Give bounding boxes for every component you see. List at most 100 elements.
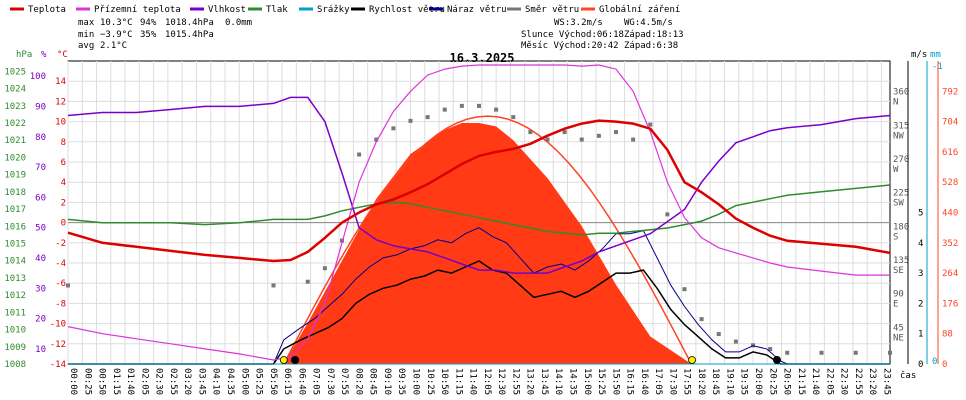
x-tick-label: 01:15	[111, 368, 121, 395]
hpa-tick-label: 1018	[4, 188, 26, 198]
wind-direction-point	[853, 350, 858, 355]
legend: Teplota Přízemní teplota Vlhkost Tlak Srážky…	[10, 5, 680, 15]
wind-direction-point	[511, 115, 516, 120]
legend-label-6: Náraz větru	[447, 5, 507, 15]
stat-min-hum: 35%	[140, 30, 157, 40]
temp-tick-label: -8	[55, 299, 66, 309]
hpa-tick-label: 1014	[4, 257, 26, 267]
rad-tick-label: 528	[942, 178, 958, 188]
info-wg: WG:4.5m/s	[624, 18, 673, 28]
hpa-tick-label: 1024	[4, 85, 26, 95]
pct-tick-label: 30	[35, 284, 46, 294]
wind-tick-label: 5	[918, 209, 923, 219]
rad-tick-label: 616	[942, 148, 958, 158]
hpa-tick-label: 1013	[4, 274, 26, 284]
hpa-tick-label: 1019	[4, 171, 26, 181]
legend-label-4: Srážky	[317, 5, 350, 15]
x-tick-label: 15:25	[596, 368, 606, 395]
pct-tick-label: 80	[35, 133, 46, 143]
moonrise-marker	[772, 356, 781, 364]
info-moon-set: Západ:6:38	[624, 41, 678, 51]
stat-min-press: 1015.4hPa	[165, 30, 214, 40]
pct-tick-label: 60	[35, 193, 46, 203]
hpa-tick-label: 1015	[4, 239, 26, 249]
dir-deg-label: 180	[893, 222, 909, 232]
pct-tick-label: 50	[35, 224, 46, 234]
pct-tick-label: 100	[30, 72, 46, 82]
rain-tick-label: 0	[932, 357, 937, 367]
x-tick-label: 18:20	[696, 368, 706, 395]
wind-direction-point	[596, 133, 601, 138]
wind-direction-point	[477, 103, 481, 108]
stat-max-label: max	[78, 18, 95, 28]
wind-direction-point	[340, 238, 344, 243]
hpa-tick-label: 1021	[4, 136, 26, 146]
wind-direction-point	[579, 137, 584, 142]
x-tick-label: 23:20	[867, 368, 877, 395]
legend-label-8: Globální záření	[599, 5, 680, 15]
x-tick-label: 07:30	[325, 368, 335, 395]
wind-direction-point	[648, 122, 653, 127]
x-tick-label: 07:55	[339, 368, 349, 395]
legend-label-3: Tlak	[266, 5, 288, 15]
dir-deg-label: 315	[893, 121, 909, 131]
x-tick-label: 06:40	[296, 368, 306, 395]
info-sun-set: Západ:18:13	[624, 30, 684, 40]
x-tick-label: 01:40	[125, 368, 135, 395]
wind-direction-point	[614, 130, 618, 135]
x-tick-label: 08:20	[353, 368, 363, 395]
rad-tick-label: 704	[942, 118, 958, 128]
x-tick-label: 04:35	[225, 368, 235, 395]
temp-tick-label: -14	[50, 360, 66, 370]
x-tick-label: 20:50	[782, 368, 792, 395]
wind-direction-point	[425, 115, 430, 120]
wind-direction-point	[819, 350, 824, 355]
pct-tick-label: 20	[35, 315, 46, 325]
temp-tick-label: -2	[55, 239, 66, 249]
temp-tick-label: 10	[55, 118, 66, 128]
wind-direction-point	[733, 339, 738, 344]
dir-deg-label: 360	[893, 88, 909, 98]
x-tick-label: 02:05	[139, 368, 149, 395]
wind-direction-point	[459, 103, 464, 108]
temp-tick-label: 2	[61, 198, 66, 208]
moonset-marker	[291, 356, 300, 364]
axis-unit-2: °C	[57, 50, 68, 60]
rad-tick-label: 264	[942, 269, 958, 279]
x-tick-label: 09:35	[396, 368, 406, 395]
x-tick-label: 22:05	[824, 368, 834, 395]
wind-direction-point	[631, 137, 636, 142]
wind-direction-point	[271, 283, 276, 288]
x-tick-label: 11:15	[453, 368, 463, 395]
sunset-marker	[688, 356, 696, 364]
x-tick-label: 20:00	[753, 368, 763, 395]
temp-tick-label: -6	[55, 279, 66, 289]
x-tick-label: 07:05	[311, 368, 321, 395]
dir-name-label: N	[893, 98, 898, 108]
temperature-line	[67, 119, 891, 263]
x-tick-label: 14:10	[553, 368, 563, 395]
wind-tick-label: 1	[918, 330, 923, 340]
rad-tick-label: 352	[942, 239, 958, 249]
x-tick-label: 10:25	[425, 368, 435, 395]
rad-tick-label: 792	[942, 87, 958, 97]
pct-tick-label: 70	[35, 163, 46, 173]
x-tick-label: 03:20	[182, 368, 192, 395]
dir-name-label: W	[893, 165, 899, 175]
x-tick-label: 22:30	[839, 368, 849, 395]
hpa-tick-label: 1023	[4, 102, 26, 112]
x-tick-label: 10:50	[439, 368, 449, 395]
stats-block: max 10.3°C 94% 1018.4hPa 0.0mm min −3.9°…	[78, 18, 252, 51]
x-tick-label: 00:25	[82, 368, 92, 395]
wind-direction-point	[66, 283, 70, 288]
x-tick-label: 13:20	[525, 368, 535, 395]
wind-tick-label: 3	[918, 269, 923, 279]
legend-label-0: Teplota	[28, 5, 66, 15]
x-tick-label: 09:10	[382, 368, 392, 395]
temp-tick-label: 12	[55, 97, 66, 107]
temp-tick-label: 14	[55, 77, 66, 87]
stat-max-press: 1018.4hPa	[165, 18, 214, 28]
x-tick-label: 20:25	[767, 368, 777, 395]
dir-deg-label: 270	[893, 155, 909, 165]
